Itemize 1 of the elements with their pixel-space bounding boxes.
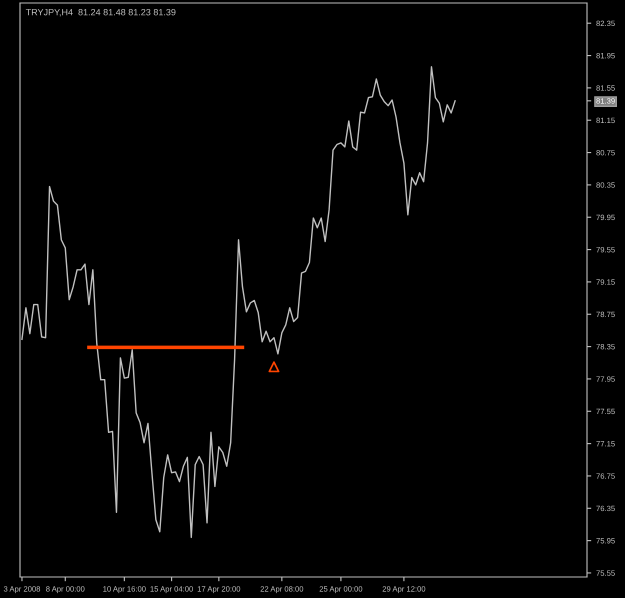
text: TRYJPY,H4 81.24 81.48 81.23 81.39 bbox=[26, 8, 176, 16]
